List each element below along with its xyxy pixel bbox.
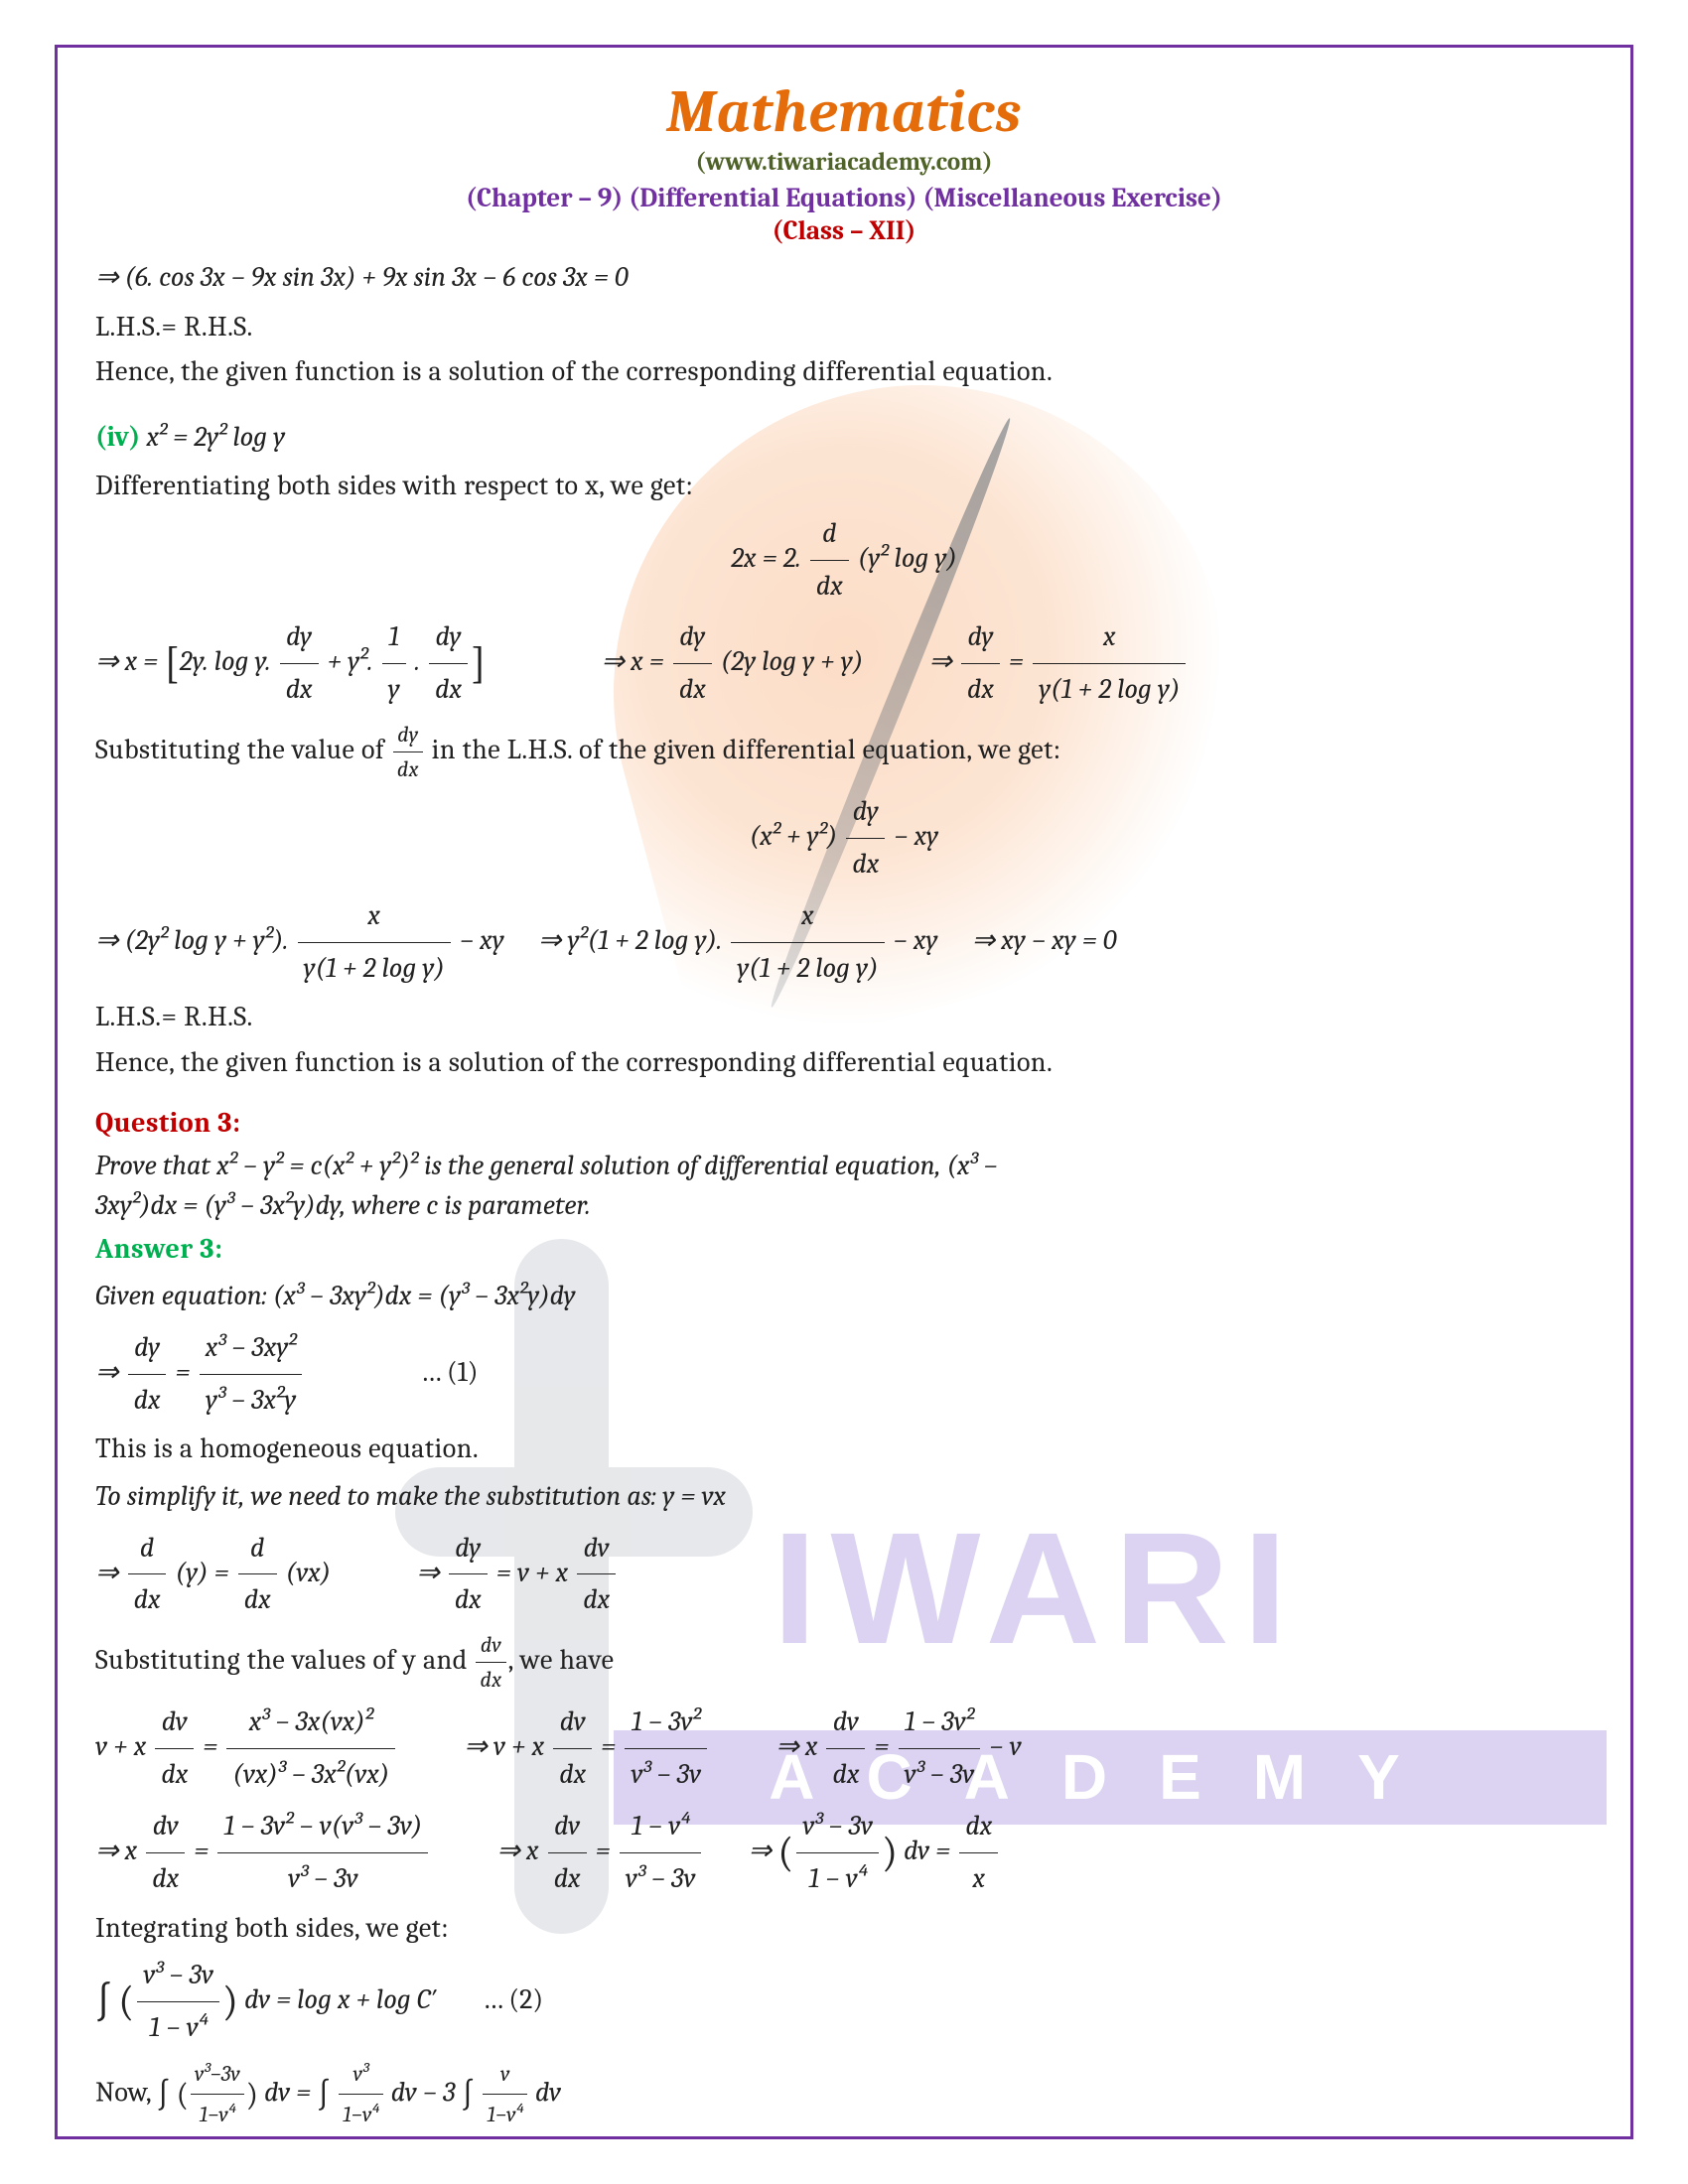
part-iv-heading: (iv) x² = 2y² log y xyxy=(95,412,1593,464)
a3-eq7: ⇒ ∫ (v³ − 3v1 − v⁴) dv = I1 − 3I2 where … xyxy=(95,2135,1593,2139)
a3-subst: To simplify it, we need to make the subs… xyxy=(95,1471,1593,1523)
a3-homogeneous: This is a homogeneous equation. xyxy=(95,1428,1593,1470)
subst-post: in the L.H.S. of the given differential … xyxy=(432,734,1061,765)
now-text: Now, xyxy=(95,2076,157,2108)
a3-subst-values: Substituting the values of y and dvdx, w… xyxy=(95,1628,1593,1697)
eq-iv-row-2: ⇒ x = [2y. log y. dydx + y². 1y . dydx] … xyxy=(95,612,1593,716)
a3-label: Answer 3: xyxy=(95,1233,222,1265)
eq-tag-2: … (2) xyxy=(483,1983,543,2015)
a3-eq4: ⇒ x dvdx = 1 − 3v² − v(v³ − 3v)v³ − 3v ⇒… xyxy=(95,1801,1593,1905)
a3-eq3: v + x dvdx = x³ − 3x(vx)²(vx)³ − 3x²(vx)… xyxy=(95,1697,1593,1801)
lhs-rhs-1: L.H.S.= R.H.S. xyxy=(95,306,1593,348)
a3-eq5: ∫ (v³ − 3v1 − v⁴) dv = log x + log C′ … … xyxy=(95,1950,1593,2054)
subst-y-pre: Substituting the values of y and xyxy=(95,1644,474,1676)
iv-equation: x² = 2y² log y xyxy=(146,421,285,453)
a3-eq1: ⇒ dydx = x³ − 3xy²y³ − 3x²y … (1) xyxy=(95,1322,1593,1427)
eq-iv-center-1: 2x = 2. ddx (y² log y) xyxy=(95,508,1593,613)
page-frame: IWARI ACADEMY Mathematics (www.tiwariaca… xyxy=(55,45,1633,2139)
conclusion-2: Hence, the given function is a solution … xyxy=(95,1041,1593,1084)
a3-integrating: Integrating both sides, we get: xyxy=(95,1907,1593,1950)
header-class: (Class – XII) xyxy=(95,215,1593,246)
q3-text-b: 3xy²)dx = (y³ − 3x²y)dy, where c is para… xyxy=(95,1185,1593,1226)
a3-eq6: Now, ∫ (v³−3v1−v⁴) dv = ∫ v³1−v⁴ dv − 3 … xyxy=(95,2054,1593,2135)
q3-text-a: Prove that x² − y² = c(x² + y²)² is the … xyxy=(95,1146,1593,1186)
diff-text: Differentiating both sides with respect … xyxy=(95,465,1593,507)
eq-iv-center-2: (x² + y²) dydx − xy xyxy=(95,786,1593,890)
eq-iv-row-3: ⇒ (2y² log y + y²). xy(1 + 2 log y) − xy… xyxy=(95,890,1593,995)
a3-eq2: ⇒ ddx (y) = ddx (vx) ⇒ dydx = v + x dvdx xyxy=(95,1523,1593,1627)
q3-label: Question 3: xyxy=(95,1107,240,1139)
question-3-heading: Question 3: xyxy=(95,1102,1593,1145)
header-title: Mathematics xyxy=(95,77,1593,146)
answer-3-heading: Answer 3: xyxy=(95,1228,1593,1271)
eq-tag-1: … (1) xyxy=(421,1356,479,1388)
header-url: (www.tiwariacademy.com) xyxy=(95,148,1593,177)
subst-text-1: Substituting the value of dydx in the L.… xyxy=(95,718,1593,786)
a3-given: Given equation: (x³ − 3xy²)dx = (y³ − 3x… xyxy=(95,1271,1593,1322)
subst-y-post: , we have xyxy=(508,1644,615,1676)
lhs-rhs-2: L.H.S.= R.H.S. xyxy=(95,996,1593,1038)
subst-pre: Substituting the value of xyxy=(95,734,391,765)
header-chapter: (Chapter – 9) (Differential Equations) (… xyxy=(95,183,1593,213)
conclusion-1: Hence, the given function is a solution … xyxy=(95,350,1593,393)
eq-line-1: ⇒ (6. cos 3x − 9x sin 3x) + 9x sin 3x − … xyxy=(95,252,1593,304)
iv-label: (iv) xyxy=(95,421,146,453)
page-content: Mathematics (www.tiwariacademy.com) (Cha… xyxy=(95,77,1593,2139)
